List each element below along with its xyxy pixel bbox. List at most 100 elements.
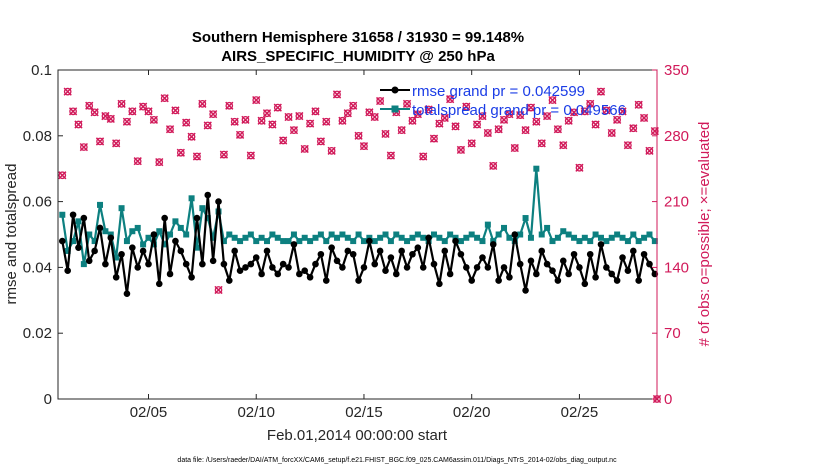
totalspread-point [188, 195, 195, 202]
rmse-point [565, 270, 572, 278]
rmse-point [452, 237, 459, 245]
obs-evaluated-point [613, 115, 622, 124]
obs-evaluated-point [128, 107, 137, 116]
obs-possible-point [230, 117, 239, 126]
rmse-point [603, 264, 610, 271]
obs-possible-point [214, 286, 223, 294]
totalspread-point [576, 238, 583, 245]
obs-evaluated-point [564, 116, 573, 125]
obs-possible-point [580, 107, 589, 116]
totalspread-point [113, 254, 120, 261]
obs-possible-point [176, 148, 185, 157]
obs-evaluated-point [305, 119, 315, 128]
obs-evaluated-point [375, 96, 385, 106]
rmse-point [635, 277, 642, 284]
obs-evaluated-point [106, 114, 115, 124]
obs-evaluated-point [596, 87, 606, 96]
obs-evaluated-point [354, 131, 363, 140]
series-layer [59, 165, 659, 298]
rmse-point [123, 290, 131, 298]
totalspread-point [269, 231, 276, 238]
x-tick-label: 02/20 [453, 404, 491, 421]
obs-possible-point [123, 117, 131, 126]
legend-rmse-label: rmse grand pr = 0.042599 [412, 83, 585, 100]
totalspread-point [134, 224, 141, 231]
obs-possible-point [645, 146, 654, 155]
obs-possible-point [413, 110, 422, 119]
rmse-point [91, 247, 98, 255]
obs-evaluated-point [402, 99, 412, 108]
obs-possible-point [624, 141, 632, 150]
rmse-point [500, 264, 508, 271]
totalspread-point [468, 231, 475, 238]
totalspread-point [463, 234, 470, 241]
obs-possible-point [500, 115, 508, 124]
obs-possible-point [203, 121, 212, 130]
obs-possible-point [650, 127, 659, 135]
obs-evaluated-point [607, 128, 616, 138]
legend-spread-label: totalspread grand pr = 0.049566 [412, 102, 626, 119]
obs-possible-point [128, 107, 137, 116]
totalspread-point [479, 238, 486, 245]
rmse-point [172, 237, 179, 245]
rmse-point [419, 264, 427, 271]
y-right-tick-label: 70 [664, 325, 681, 342]
rmse-point [436, 280, 443, 288]
obs-possible-point [360, 142, 368, 150]
obs-evaluated-point [85, 101, 94, 110]
obs-evaluated-point [553, 125, 563, 134]
obs-evaluated-point [494, 125, 503, 134]
obs-possible-point [209, 110, 217, 119]
rmse-point [155, 280, 163, 288]
totalspread-point [597, 234, 604, 241]
obs-possible-point [473, 120, 481, 129]
obs-possible-point [327, 146, 336, 155]
x-tick-label: 02/05 [130, 404, 168, 421]
y-right-tick-label: 210 [664, 194, 689, 211]
totalspread-point [317, 231, 324, 238]
obs-possible-point [160, 94, 169, 103]
obs-possible-point [387, 151, 395, 160]
totalspread-point [614, 231, 621, 238]
totalspread-point [334, 234, 341, 241]
obs-possible-point [263, 109, 271, 118]
totalspread-point [129, 228, 136, 235]
obs-possible-point [96, 137, 104, 146]
totalspread-point [571, 234, 578, 241]
obs-possible-point [290, 126, 298, 135]
legend: rmse grand pr = 0.042599 totalspread gra… [380, 83, 626, 119]
obs-evaluated-point [117, 99, 126, 108]
obs-evaluated-point [327, 146, 336, 155]
obs-evaluated-point [171, 106, 180, 115]
obs-possible-point [419, 152, 428, 161]
totalspread-point [554, 234, 561, 241]
legend-rmse-marker [391, 86, 399, 94]
obs-possible-point [521, 126, 530, 135]
totalspread-point [210, 234, 217, 241]
rmse-point [112, 273, 120, 281]
rmse-point [263, 247, 271, 255]
obs-evaluated-point [133, 157, 142, 166]
totalspread-point [328, 231, 335, 238]
obs-evaluated-point [160, 94, 169, 103]
rmse-point [619, 254, 626, 261]
obs-evaluated-point [419, 152, 428, 161]
rmse-point [549, 267, 556, 274]
totalspread-point [237, 238, 244, 245]
totalspread-point [140, 241, 147, 248]
obs-possible-point [554, 125, 562, 134]
rmse-point [597, 241, 605, 248]
obs-evaluated-point [209, 110, 218, 119]
totalspread-point [522, 215, 529, 222]
rmse-point [538, 247, 546, 255]
obs-evaluated-point [386, 151, 396, 160]
totalspread-point [312, 234, 319, 241]
obs-evaluated-point [349, 101, 358, 110]
chart-title-line-2: AIRS_SPECIFIC_HUMIDITY @ 250 hPa [221, 48, 495, 65]
obs-possible-point [510, 144, 519, 152]
rmse-point [285, 264, 292, 271]
rmse-point [182, 260, 190, 268]
obs-possible-point [424, 105, 433, 114]
obs-possible-point [343, 109, 352, 118]
rmse-point [463, 264, 470, 271]
